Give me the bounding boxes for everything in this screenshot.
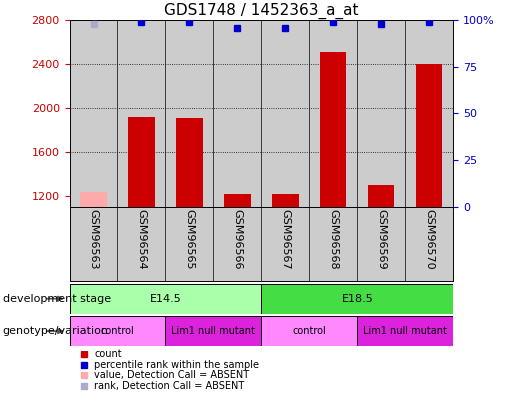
Bar [261, 316, 357, 346]
Bar [224, 194, 251, 207]
Bar [70, 284, 261, 314]
Text: GSM96567: GSM96567 [280, 209, 290, 269]
Text: value, Detection Call = ABSENT: value, Detection Call = ABSENT [94, 371, 249, 380]
Text: GSM96568: GSM96568 [328, 209, 338, 269]
Bar [261, 284, 453, 314]
Text: GSM96566: GSM96566 [232, 209, 243, 269]
Bar [80, 192, 107, 207]
Text: GSM96569: GSM96569 [376, 209, 386, 269]
Bar [165, 316, 261, 346]
Text: development stage: development stage [3, 294, 111, 304]
Bar [128, 117, 154, 207]
Bar [416, 64, 442, 207]
Bar [320, 52, 347, 207]
Text: GSM96563: GSM96563 [89, 209, 98, 269]
Text: Lim1 null mutant: Lim1 null mutant [363, 326, 447, 336]
Bar [368, 185, 394, 207]
Bar [272, 194, 299, 207]
Text: E14.5: E14.5 [149, 294, 181, 304]
Text: Lim1 null mutant: Lim1 null mutant [171, 326, 255, 336]
Text: rank, Detection Call = ABSENT: rank, Detection Call = ABSENT [94, 381, 245, 391]
Text: GSM96564: GSM96564 [136, 209, 146, 269]
Bar [357, 316, 453, 346]
Text: control: control [100, 326, 134, 336]
Text: percentile rank within the sample: percentile rank within the sample [94, 360, 259, 370]
Bar [176, 118, 202, 207]
Text: control: control [293, 326, 326, 336]
Text: GSM96565: GSM96565 [184, 209, 195, 269]
Text: count: count [94, 350, 122, 359]
Text: E18.5: E18.5 [341, 294, 373, 304]
Title: GDS1748 / 1452363_a_at: GDS1748 / 1452363_a_at [164, 3, 358, 19]
Text: genotype/variation: genotype/variation [3, 326, 109, 336]
Text: GSM96570: GSM96570 [424, 209, 434, 269]
Bar [70, 316, 165, 346]
